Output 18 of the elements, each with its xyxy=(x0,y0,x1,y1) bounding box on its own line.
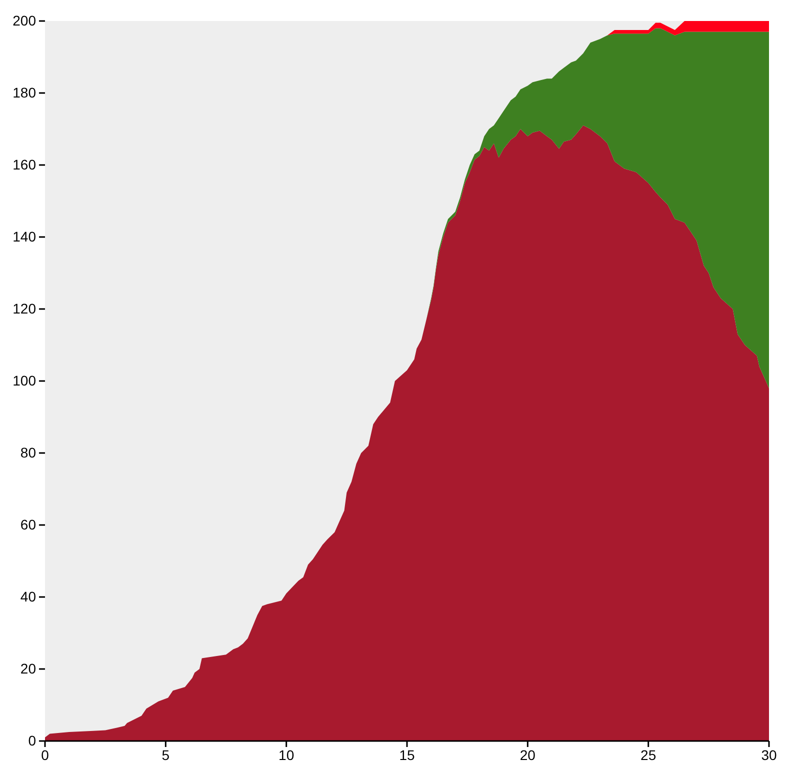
y-tick-label: 100 xyxy=(12,372,36,388)
x-tick-label: 10 xyxy=(278,746,294,763)
x-tick-label: 0 xyxy=(41,746,50,763)
y-tick-label: 80 xyxy=(20,444,36,460)
x-tick-label: 30 xyxy=(761,746,777,763)
y-tick-label: 20 xyxy=(20,660,36,676)
x-tick-label: 25 xyxy=(640,746,656,763)
y-tick-label: 40 xyxy=(20,588,36,604)
y-tick-label: 0 xyxy=(28,732,36,748)
y-tick-label: 120 xyxy=(12,300,36,316)
x-tick-label: 5 xyxy=(162,746,170,763)
y-tick-label: 200 xyxy=(12,12,36,28)
y-tick-label: 60 xyxy=(20,516,36,532)
y-tick-label: 160 xyxy=(12,156,36,172)
y-tick-label: 180 xyxy=(12,84,36,100)
x-tick-label: 20 xyxy=(520,746,536,763)
x-tick-label: 15 xyxy=(399,746,415,763)
y-tick-label: 140 xyxy=(12,228,36,244)
